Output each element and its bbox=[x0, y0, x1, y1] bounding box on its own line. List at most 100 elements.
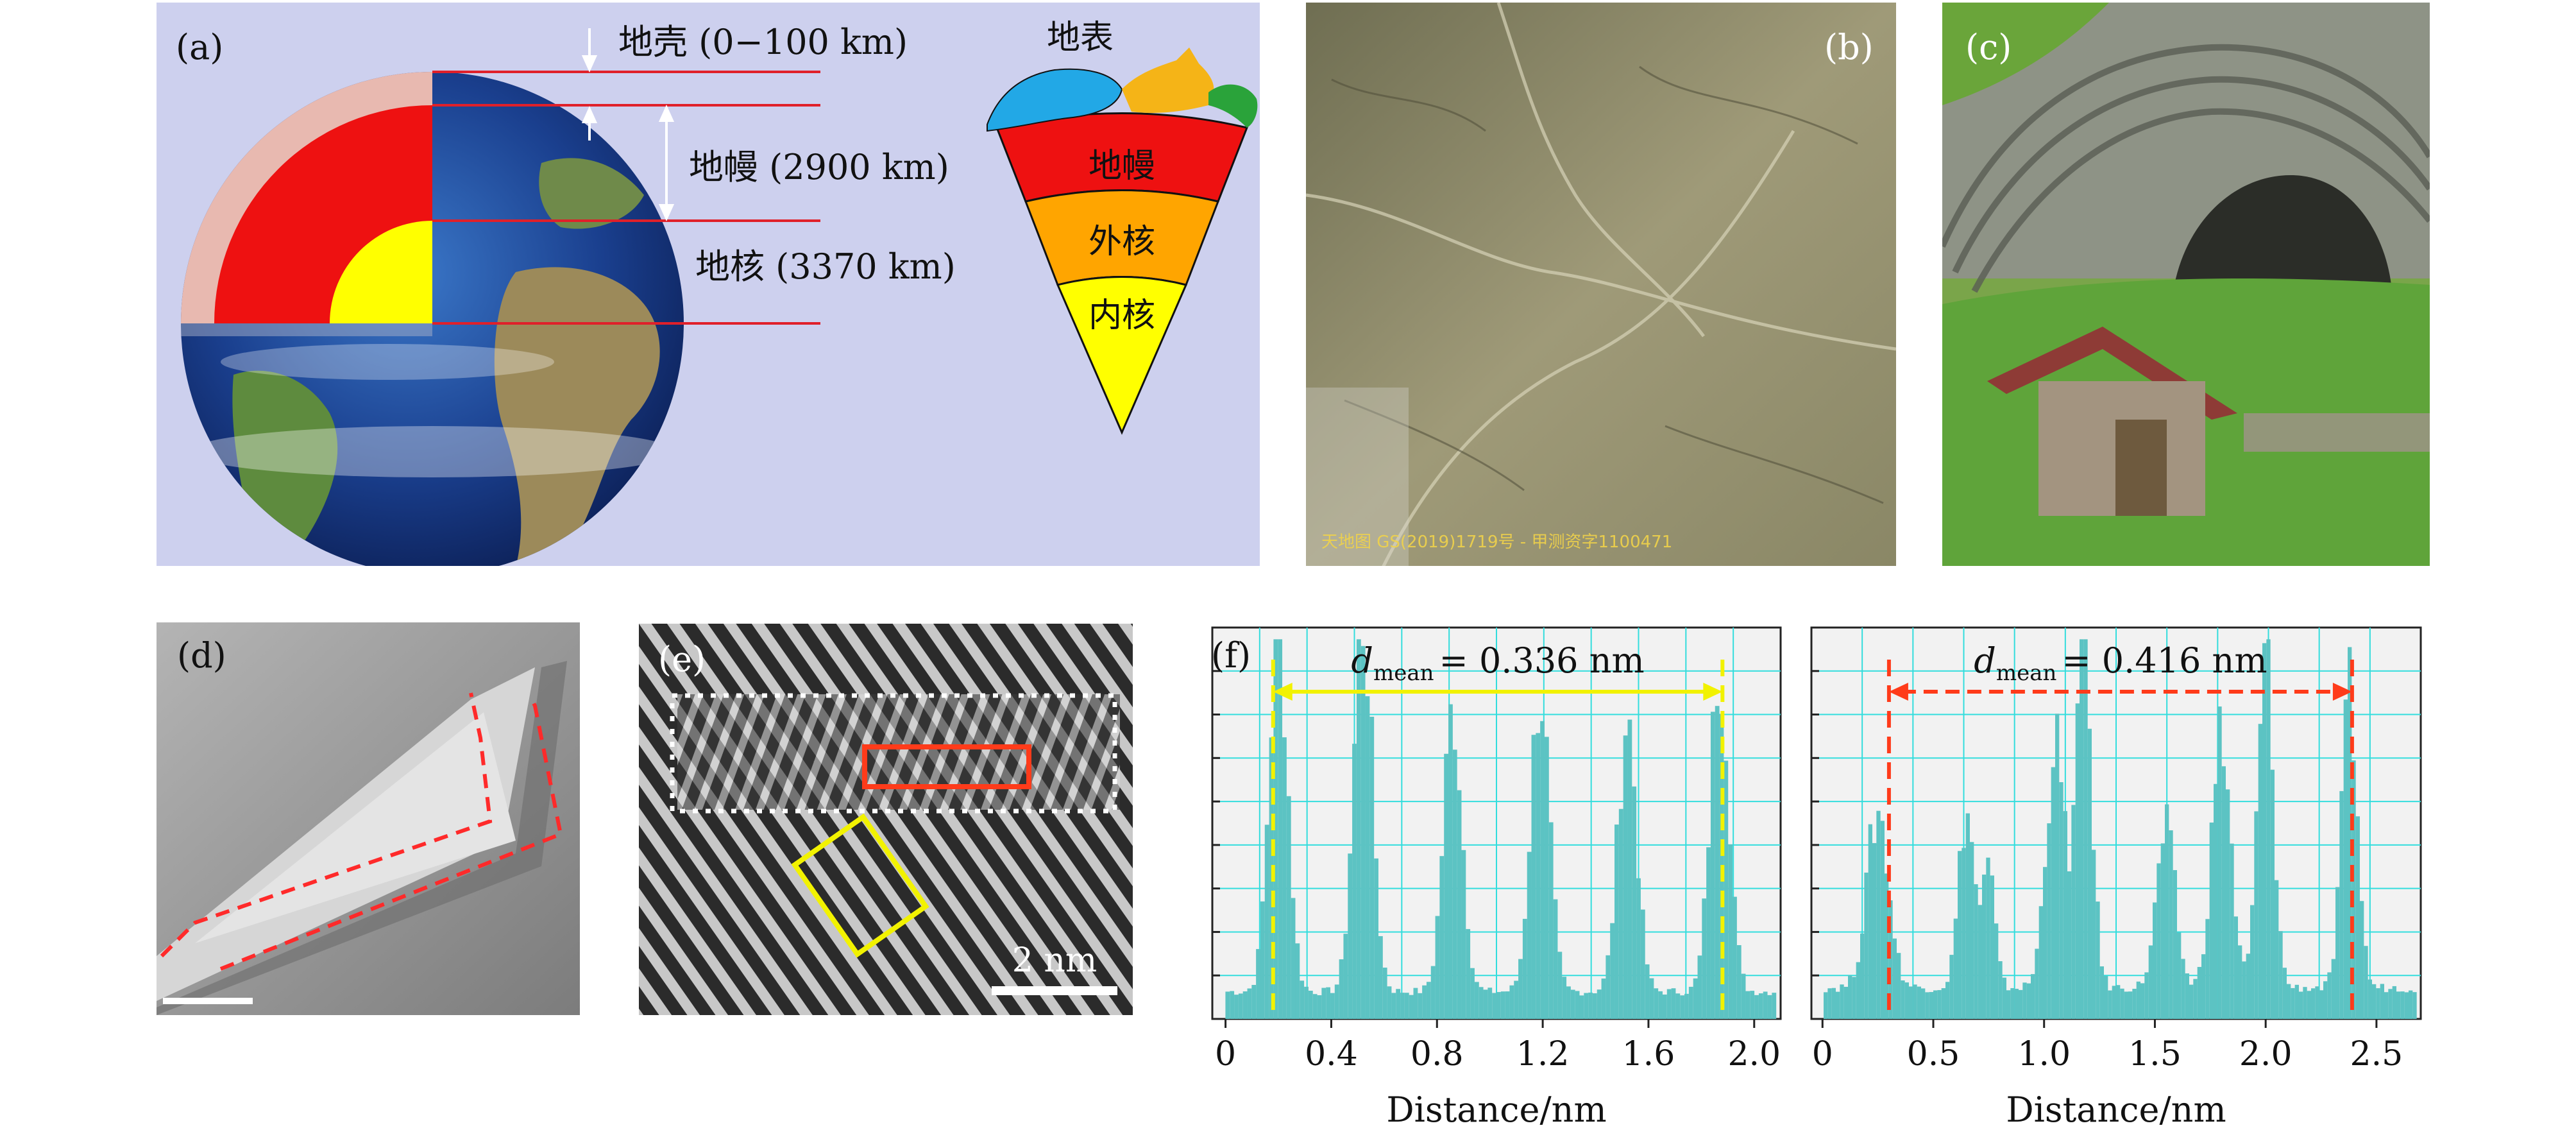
histogram-bar bbox=[2014, 988, 2019, 1019]
line-profile-chart-2: 0 0.5 1.0 1.5 2.0 2.5 Distance/nm dmean = 0.416 … bbox=[1810, 626, 2422, 1130]
folded-rock-photo bbox=[1942, 3, 2430, 566]
histogram-bar bbox=[1649, 978, 1654, 1019]
histogram-bar bbox=[1697, 955, 1702, 1019]
histogram-bar bbox=[2348, 647, 2352, 1019]
histogram-bar bbox=[1544, 737, 1549, 1019]
histogram-bar bbox=[2080, 639, 2084, 1019]
histogram-bar bbox=[1848, 975, 1852, 1019]
ridge-1 bbox=[1331, 78, 1486, 132]
histogram-bar bbox=[2339, 791, 2344, 1019]
cloud-band bbox=[189, 426, 676, 477]
histogram-bar bbox=[1827, 988, 1832, 1019]
histogram-bar bbox=[1448, 704, 1453, 1019]
histogram-bar bbox=[1772, 993, 1777, 1019]
histogram-bar bbox=[1334, 984, 1339, 1019]
panel-d: (d) bbox=[157, 622, 580, 1015]
histogram-bar bbox=[2230, 843, 2234, 1019]
histogram-bar bbox=[1387, 986, 1392, 1019]
x-axis-label: Distance/nm bbox=[1386, 1090, 1606, 1130]
histogram-bar bbox=[1702, 898, 1707, 1019]
histogram-bar bbox=[1251, 984, 1257, 1019]
histogram-bar bbox=[1880, 821, 1885, 1019]
snow-patch bbox=[1306, 388, 1409, 566]
histogram-bar bbox=[1640, 909, 1645, 1019]
histogram-bar bbox=[1242, 991, 1248, 1019]
histogram-bar bbox=[2250, 905, 2255, 1019]
earth-structure-diagram: 地壳 (0−100 km) 地幔 (2900 km) 地核 (3370 km) … bbox=[181, 19, 1258, 566]
histogram-bar bbox=[2092, 850, 2096, 1019]
histogram-bar bbox=[1330, 993, 1335, 1019]
histogram-bar bbox=[2019, 989, 2023, 1019]
histogram-bar bbox=[2189, 984, 2194, 1019]
histogram-bar bbox=[1852, 977, 1856, 1019]
histogram-bar bbox=[2209, 822, 2214, 1019]
histogram-bar bbox=[2291, 987, 2295, 1019]
histogram-bar bbox=[1632, 786, 1637, 1019]
histogram-bar bbox=[2038, 906, 2043, 1019]
histogram-bar bbox=[1295, 943, 1300, 1019]
histogram-bar bbox=[1592, 993, 1597, 1019]
histogram-bar bbox=[1409, 995, 1414, 1019]
histogram-bar bbox=[2262, 643, 2267, 1019]
histogram-bar bbox=[1864, 872, 1868, 1019]
histogram-bar bbox=[2006, 990, 2011, 1019]
histogram-bar bbox=[2201, 954, 2206, 1019]
histogram-bar bbox=[2282, 968, 2287, 1019]
histogram-bar bbox=[1736, 945, 1741, 1019]
histogram-bar bbox=[1741, 973, 1746, 1019]
histogram-bar bbox=[2315, 986, 2319, 1019]
histogram-bar bbox=[1540, 721, 1545, 1019]
europe-landmass bbox=[539, 158, 644, 229]
red-dashed-outline-1 bbox=[160, 692, 493, 958]
histogram-bar bbox=[1941, 988, 1945, 1019]
histogram-bar bbox=[1566, 986, 1571, 1019]
histogram-bar bbox=[1304, 986, 1309, 1019]
histogram-bar bbox=[2258, 724, 2262, 1019]
histogram-bar bbox=[1998, 961, 2003, 1019]
histogram-bar bbox=[1382, 968, 1387, 1019]
mantle-arrow-icon bbox=[658, 105, 675, 221]
core-label: 地核 (3370 km) bbox=[695, 246, 956, 287]
histogram-bar bbox=[2173, 870, 2177, 1019]
histogram-bar bbox=[1588, 992, 1593, 1019]
histogram-bar bbox=[2185, 973, 2189, 1019]
histogram-bar bbox=[2335, 887, 2340, 1019]
histogram-bar bbox=[2144, 972, 2149, 1019]
histogram-bar bbox=[2051, 767, 2055, 1019]
mean-spacing-annotation: dmean = 0.336 nm bbox=[1351, 640, 1644, 686]
histogram-bar bbox=[2071, 805, 2076, 1019]
histogram-bar bbox=[2120, 988, 2124, 1019]
cloud-band-2 bbox=[221, 344, 554, 380]
histogram-bar bbox=[2108, 990, 2112, 1019]
histogram-bar bbox=[1339, 959, 1344, 1019]
histogram-bar bbox=[1312, 994, 1318, 1019]
histogram-bar bbox=[1518, 959, 1523, 1019]
histogram-bar bbox=[2384, 992, 2389, 1019]
histogram-bar bbox=[2128, 991, 2133, 1019]
histogram-bar bbox=[2055, 714, 2060, 1019]
histogram-bar bbox=[2278, 931, 2283, 1019]
histogram-bar bbox=[2327, 972, 2332, 1019]
histogram-bar bbox=[1360, 645, 1366, 1019]
histogram-bar bbox=[2226, 789, 2230, 1019]
histogram-bar bbox=[1904, 982, 1909, 1019]
histogram-bar bbox=[1892, 938, 1897, 1019]
histogram-bar bbox=[1693, 978, 1698, 1019]
africa-landmass bbox=[494, 267, 660, 566]
histogram-bar bbox=[1627, 719, 1632, 1019]
histogram-bar bbox=[1872, 842, 1877, 1019]
histogram-bar bbox=[2169, 830, 2173, 1019]
histogram-bar bbox=[2331, 959, 2335, 1019]
histogram-bar bbox=[1435, 916, 1440, 1019]
histogram-bar bbox=[1654, 988, 1659, 1019]
stone-hut-door-icon bbox=[2115, 420, 2167, 516]
histogram-bar bbox=[1974, 884, 1978, 1019]
histogram-bar bbox=[1745, 991, 1750, 1019]
histogram-bar bbox=[2112, 986, 2116, 1019]
histogram-bar bbox=[2002, 977, 2006, 1019]
histogram-bar bbox=[2242, 961, 2246, 1019]
histogram-bar bbox=[1645, 964, 1650, 1019]
histogram-bar bbox=[1348, 853, 1353, 1019]
histogram-bar bbox=[1225, 991, 1230, 1019]
x-tick-label: 0.8 bbox=[1411, 1035, 1464, 1073]
